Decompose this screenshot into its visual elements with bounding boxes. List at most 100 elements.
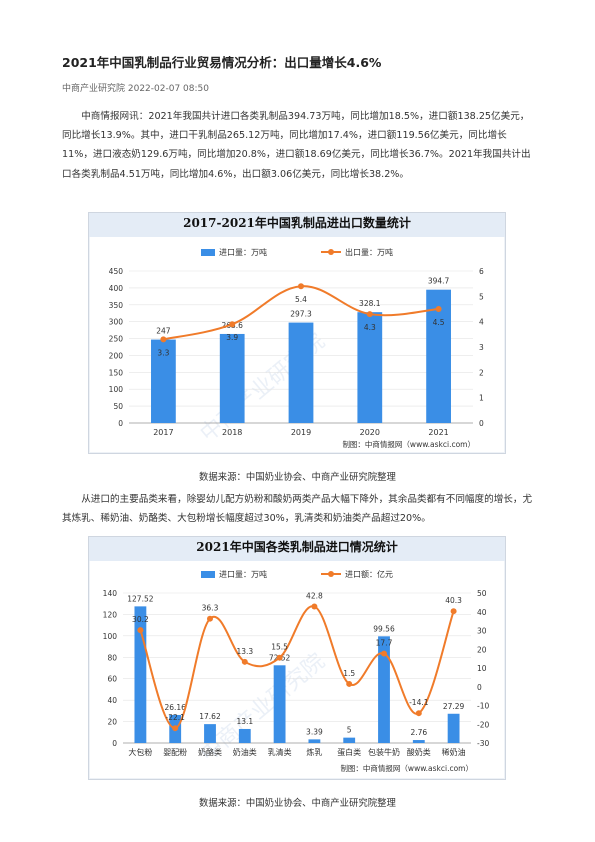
line-point — [366, 311, 373, 318]
bar — [378, 636, 390, 743]
bar — [343, 737, 356, 743]
chart-1-source: 数据来源：中国奶业协会、中商产业研究院整理 — [199, 472, 396, 483]
line-point — [298, 283, 304, 290]
y-tick-right: -20 — [477, 720, 489, 729]
x-tick-label: 包装牛奶 — [368, 747, 400, 757]
line-data-label: 4.5 — [433, 318, 445, 327]
legend-bar-swatch — [201, 249, 215, 256]
legend-line-marker — [328, 571, 334, 577]
y-tick-right: 30 — [477, 627, 487, 636]
bar-data-label: 13.1 — [236, 717, 253, 726]
y-tick-left: 60 — [107, 675, 117, 684]
y-tick-right: 6 — [479, 267, 484, 276]
line-data-label: 40.3 — [445, 596, 462, 605]
x-tick-label: 乳清类 — [268, 747, 292, 757]
y-tick-right: 5 — [479, 292, 484, 301]
line-data-label: 3.3 — [157, 348, 169, 357]
legend-line-marker — [328, 249, 334, 255]
y-tick-left: 200 — [109, 351, 124, 360]
line-point — [450, 608, 457, 615]
x-tick-label: 蛋白类 — [337, 747, 361, 757]
bar — [308, 739, 321, 743]
article-meta: 中商产业研究院 2022-02-07 08:50 — [62, 84, 209, 94]
line-data-label: 36.3 — [202, 604, 219, 613]
y-tick-right: -10 — [477, 702, 489, 711]
y-tick-left: 350 — [109, 301, 124, 310]
bar-data-label: 17.62 — [199, 712, 221, 721]
line-data-label: -14.1 — [409, 698, 429, 707]
y-tick-right: 1 — [479, 394, 484, 403]
line-data-label: 5.4 — [295, 295, 307, 304]
y-tick-left: 100 — [109, 385, 124, 394]
y-tick-right: 2 — [479, 368, 484, 377]
chart-2-source: 数据来源：中国奶业协会、中商产业研究院整理 — [199, 798, 396, 809]
bar — [204, 724, 216, 743]
bar-data-label: 27.29 — [443, 702, 465, 711]
y-tick-left: 250 — [109, 335, 124, 344]
line-point — [172, 725, 179, 732]
intro-paragraph: 中商情报网讯：2021年我国共计进口各类乳制品394.73万吨，同比增加18.5… — [62, 111, 531, 180]
line-point — [311, 603, 318, 610]
line-data-label: 17.7 — [376, 639, 393, 648]
bar — [151, 339, 176, 423]
bar-data-label: 328.1 — [359, 299, 381, 308]
x-tick-label: 稀奶油 — [442, 747, 466, 757]
chart-title-band — [89, 213, 505, 237]
x-tick-label: 奶油类 — [233, 747, 257, 757]
x-tick-label: 2017 — [153, 428, 173, 437]
y-tick-right: 0 — [477, 683, 482, 692]
line-series — [139, 605, 455, 730]
bar-data-label: 297.3 — [290, 310, 312, 319]
chart-title: 2017-2021年中国乳制品进出口数量统计 — [183, 215, 411, 230]
bar-data-label: 2.76 — [410, 728, 427, 737]
y-tick-left: 100 — [103, 632, 118, 641]
x-tick-label: 2018 — [222, 428, 242, 437]
x-tick-label: 大包粉 — [128, 747, 152, 757]
line-point — [207, 615, 213, 622]
y-tick-left: 400 — [109, 284, 124, 293]
bar-data-label: 26.16 — [164, 703, 186, 712]
chart-title: 2021年中国各类乳制品进口情况统计 — [196, 539, 397, 554]
legend-bar-label: 进口量：万吨 — [219, 569, 267, 579]
chart-credit: 制图：中商情报网（www.askci.com） — [342, 439, 475, 449]
bar — [357, 312, 383, 423]
y-tick-left: 0 — [118, 419, 123, 428]
chart-import-by-category: 2021年中国各类乳制品进口情况统计 中商产业研究院 进口量：万吨 进口额：亿元 0 20… — [88, 536, 506, 780]
y-tick-left: 140 — [103, 589, 118, 598]
line-point — [435, 306, 442, 312]
chart-title-band — [89, 537, 505, 561]
line-data-label: -22.1 — [165, 713, 185, 722]
line-point — [346, 680, 353, 687]
bar — [273, 665, 286, 743]
bar-data-label: 99.56 — [373, 624, 395, 633]
bar — [134, 606, 147, 743]
y-tick-left: 300 — [109, 318, 124, 327]
bar — [219, 333, 245, 423]
article-title: 2021年中国乳制品行业贸易情况分析：出口量增长4.6% — [62, 55, 382, 70]
bar-data-label: 247 — [156, 327, 171, 336]
y-tick-right: 10 — [477, 664, 487, 673]
y-tick-right: 0 — [479, 419, 484, 428]
analysis-paragraph: 从进口的主要品类来看，除婴幼儿配方奶粉和酸奶两类产品大幅下降外，其余品类都有不同… — [62, 494, 533, 525]
bar-data-label: 394.7 — [428, 277, 450, 286]
y-tick-right: 40 — [477, 608, 487, 617]
y-tick-right: 20 — [477, 645, 487, 654]
x-tick-label: 奶酪类 — [198, 747, 222, 757]
bar-data-label: 127.52 — [127, 594, 153, 603]
x-tick-label: 2019 — [291, 428, 311, 437]
bar-data-label: 5 — [347, 726, 352, 735]
line-point — [137, 627, 144, 634]
y-tick-right: 50 — [477, 589, 487, 598]
line-data-label: 1.5 — [343, 669, 355, 678]
legend-bar-swatch — [201, 571, 215, 578]
bar-data-label: 3.39 — [306, 727, 323, 736]
legend-line-label: 出口量：万吨 — [345, 247, 393, 257]
line-data-label: 15.5 — [271, 643, 288, 652]
bar — [447, 713, 460, 743]
line-point — [229, 321, 236, 328]
y-tick-left: 450 — [109, 267, 124, 276]
x-tick-label: 炼乳 — [306, 747, 322, 757]
bar — [412, 740, 425, 743]
